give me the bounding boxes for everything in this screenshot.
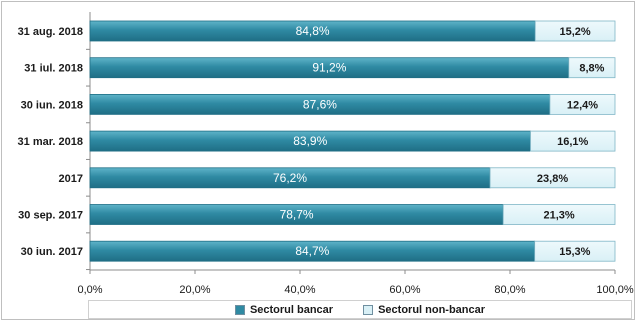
category-label: 30 iun. 2018 <box>21 99 83 111</box>
data-label-bank: 76,2% <box>273 171 307 185</box>
x-tick-label: 0,0% <box>77 284 102 296</box>
bar-nonbank <box>534 240 616 262</box>
data-label-nonbank: 23,8% <box>537 173 568 185</box>
data-label-bank: 87,6% <box>303 97 337 111</box>
data-label-nonbank: 12,4% <box>567 99 598 111</box>
data-label-bank: 84,8% <box>296 24 330 38</box>
legend-label-bank: Sectorul bancar <box>249 303 334 316</box>
data-label-nonbank: 8,8% <box>579 63 604 75</box>
legend-item-nonbank: Sectorul non-bancar <box>363 304 485 316</box>
legend-swatch-bank <box>234 304 245 315</box>
category-label: 31 iul. 2018 <box>24 63 83 75</box>
legend-label-nonbank: Sectorul non-bancar <box>378 303 486 316</box>
data-label-bank: 84,7% <box>295 244 329 258</box>
data-label-nonbank: 16,1% <box>557 136 588 148</box>
category-label: 30 iun. 2017 <box>21 246 83 258</box>
data-label-bank: 83,9% <box>293 134 327 148</box>
bar-nonbank <box>568 57 616 79</box>
bar-nonbank <box>530 130 616 152</box>
x-tick-label: 40,0% <box>284 284 315 296</box>
data-label-nonbank: 15,2% <box>559 26 590 38</box>
legend-item-bank: Sectorul bancar <box>234 303 334 316</box>
data-label-nonbank: 15,3% <box>559 246 590 258</box>
bar-nonbank <box>502 204 616 225</box>
x-tick-label: 80,0% <box>494 284 525 296</box>
category-label: 31 aug. 2018 <box>18 26 83 38</box>
category-label: 30 sep. 2017 <box>18 210 83 222</box>
data-label-bank: 78,7% <box>280 208 314 222</box>
x-tick-label: 20,0% <box>179 284 210 296</box>
data-label-bank: 91,2% <box>312 61 346 75</box>
bar-nonbank <box>549 94 616 115</box>
bar-nonbank <box>534 20 616 42</box>
x-tick-label: 100,0% <box>596 284 634 296</box>
category-label: 2017 <box>59 173 83 185</box>
data-label-nonbank: 21,3% <box>543 210 574 222</box>
legend: Sectorul bancar Sectorul non-bancar <box>88 300 632 319</box>
x-tick-label: 60,0% <box>389 284 420 296</box>
bar-nonbank <box>489 167 616 189</box>
legend-swatch-nonbank <box>363 304 374 315</box>
category-label: 31 mar. 2018 <box>18 136 83 148</box>
